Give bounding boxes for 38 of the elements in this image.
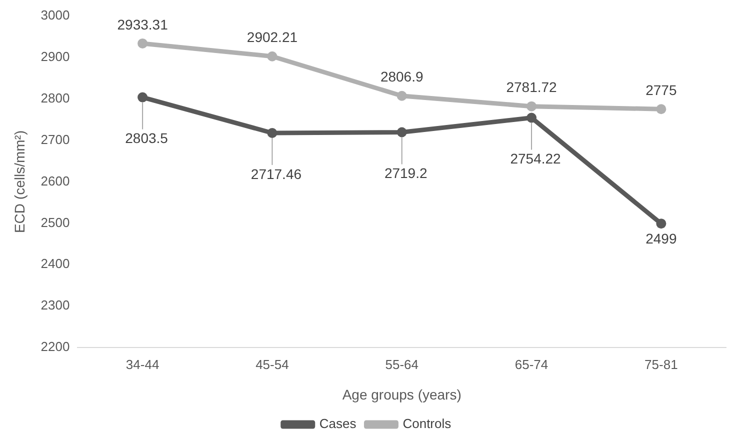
legend-label: Cases (319, 416, 357, 432)
data-label: 2754.22 (510, 150, 562, 167)
point (267, 51, 278, 62)
data-label: 2719.2 (384, 165, 428, 182)
x-tick-label: 45-54 (256, 356, 289, 372)
data-label: 2781.72 (506, 79, 558, 96)
data-label: 2902.21 (246, 29, 298, 46)
x-tick-label: 75-81 (644, 356, 678, 372)
point (396, 90, 407, 101)
y-tick-label: 2600 (40, 173, 70, 188)
x-axis-title: Age groups (years) (342, 386, 462, 402)
data-label: 2806.9 (380, 68, 424, 85)
point (396, 127, 407, 138)
x-tick-label: 65-74 (514, 356, 548, 372)
data-label: 2717.46 (250, 166, 302, 182)
data-label: 2775 (646, 82, 677, 98)
y-tick-label: 2200 (40, 339, 70, 354)
y-tick-label: 2400 (40, 256, 70, 272)
point (526, 101, 537, 112)
x-tick-label: 55-64 (385, 356, 418, 372)
point (656, 104, 666, 114)
y-tick-label: 3000 (40, 7, 70, 22)
data-label: 2499 (646, 230, 677, 246)
x-tick-label: 34-44 (126, 356, 160, 372)
point (656, 218, 666, 229)
point (138, 38, 148, 48)
y-tick-label: 2700 (40, 132, 70, 147)
point (138, 92, 148, 102)
point (267, 128, 278, 138)
y-tick-label: 2500 (40, 214, 70, 230)
y-tick-label: 2300 (40, 298, 70, 313)
y-tick-label: 2900 (40, 48, 70, 64)
y-axis-title: ECD (cells/mm²) (11, 130, 28, 234)
data-label: 2803.5 (125, 130, 168, 146)
data-label: 2933.31 (117, 16, 168, 32)
point (526, 112, 537, 123)
legend-label: Controls (402, 416, 452, 432)
y-tick-label: 2800 (40, 90, 70, 106)
